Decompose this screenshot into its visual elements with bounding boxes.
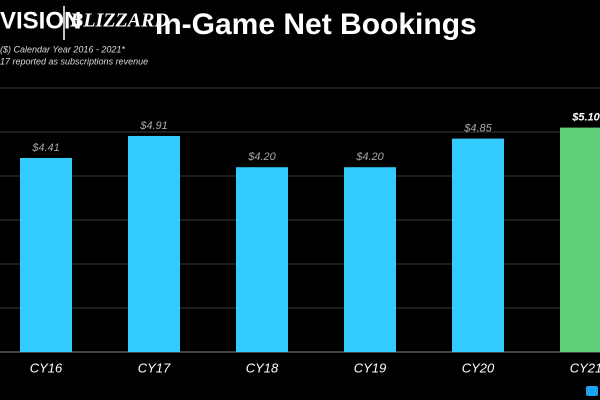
subtitle: 17 reported as subscriptions revenue bbox=[0, 56, 148, 66]
subtitle: ($) Calendar Year 2016 - 2021* bbox=[0, 44, 125, 54]
chart-title: In-Game Net Bookings bbox=[155, 8, 477, 41]
value-label: $4.91 bbox=[139, 120, 168, 132]
logo-blizzard: BLIZZARD bbox=[69, 10, 169, 32]
x-tick-label: CY19 bbox=[354, 360, 387, 375]
bar bbox=[452, 138, 504, 352]
bar bbox=[20, 157, 72, 352]
bar bbox=[344, 167, 396, 352]
x-tick-label: CY17 bbox=[138, 360, 171, 375]
value-label: $5.10 bbox=[571, 112, 600, 124]
value-label: $4.20 bbox=[355, 151, 384, 163]
bar bbox=[128, 135, 180, 352]
x-tick-label: CY21 bbox=[570, 360, 600, 375]
bar bbox=[560, 127, 600, 352]
x-tick-label: CY16 bbox=[30, 360, 63, 375]
value-label: $4.41 bbox=[31, 142, 60, 154]
bar bbox=[236, 167, 288, 352]
value-label: $4.20 bbox=[247, 151, 276, 163]
twitter-icon bbox=[586, 386, 598, 396]
value-label: $4.85 bbox=[463, 123, 492, 135]
x-tick-label: CY18 bbox=[246, 360, 279, 375]
x-tick-label: CY20 bbox=[462, 360, 495, 375]
logo-activision: VISION bbox=[0, 7, 81, 34]
